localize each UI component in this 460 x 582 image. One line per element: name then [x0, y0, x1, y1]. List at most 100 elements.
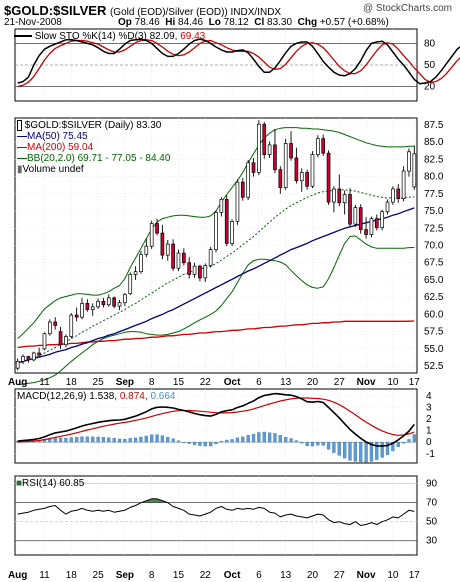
price-candle-body [326, 152, 331, 203]
price-y-tick: 82.5 [424, 154, 444, 165]
price-candle-body [364, 229, 368, 235]
rsi-y-tick: 50 [426, 517, 438, 528]
price-candle-body [294, 157, 299, 182]
volume-legend: ▮Volume undef [17, 164, 170, 175]
price-candle-body [128, 274, 133, 295]
stoch-y-tick: 50 [424, 60, 436, 71]
price-candle-body [305, 172, 309, 187]
rsi-y-tick: 30 [426, 536, 438, 547]
ma200-swatch [17, 147, 27, 148]
low-label: Lo [208, 17, 221, 28]
bottom-x-tick-label: 25 [93, 570, 105, 581]
rsi-line [17, 498, 415, 526]
macd-histogram-bar [332, 442, 336, 453]
macd-histogram-bar [58, 437, 63, 443]
price-x-tick-label: 11 [39, 377, 50, 388]
macd-legend-label: MACD(12,26,9) [17, 391, 87, 402]
price-candle-body [198, 265, 202, 279]
macd-y-tick: 2 [426, 414, 432, 425]
price-x-tick-label: 25 [93, 377, 105, 388]
price-candle-body [90, 306, 95, 310]
macd-histogram-bar [294, 440, 299, 443]
macd-histogram-bar [241, 436, 245, 443]
price-candle-body [358, 207, 363, 230]
brand-watermark[interactable]: @ StockCharts.com [362, 3, 452, 14]
bottom-x-tick-label: 10 [387, 570, 399, 581]
price-x-tick-label: 8 [149, 377, 155, 388]
macd-histogram-bar [187, 442, 191, 444]
stoch-legend-d: 69.43 [180, 31, 206, 42]
macd-histogram-bar [337, 442, 341, 456]
price-legend-title-text: $GOLD:$SILVER (Daily) 83.30 [24, 120, 162, 132]
price-candle-body [278, 169, 283, 188]
price-candle-body [106, 297, 111, 306]
macd-histogram-bar [112, 438, 116, 443]
symbol-title: $GOLD:$SILVER [4, 3, 107, 18]
macd-histogram-bar [75, 437, 79, 443]
ma50-swatch [17, 136, 27, 137]
bottom-x-tick-label: 27 [334, 570, 346, 581]
macd-histogram-bar [251, 434, 256, 443]
price-x-tick-label: 10 [387, 377, 399, 388]
price-candle-body [139, 254, 143, 273]
volume-icon: ▮ [17, 164, 23, 176]
price-y-tick: 67.5 [424, 258, 444, 269]
bottom-x-tick-label: 18 [66, 570, 78, 581]
price-candle-body [353, 207, 358, 225]
price-x-tick-label: Aug [8, 377, 27, 388]
high-value: 84.46 [178, 17, 204, 28]
price-candle-body [273, 144, 277, 171]
macd-histogram-bar [412, 434, 416, 443]
price-candle-body [15, 360, 20, 369]
price-candle-body [53, 321, 58, 326]
stoch-y-tick: 80 [424, 38, 436, 49]
price-candle-body [332, 188, 336, 203]
price-candle-body [374, 218, 379, 228]
macd-histogram-bar [321, 442, 325, 446]
stoch-d-line [17, 39, 460, 88]
macd-histogram-bar [96, 436, 100, 443]
macd-histogram-bar [289, 438, 293, 443]
macd-histogram-bar [262, 431, 266, 443]
stoch-legend-k: Slow STO %K(14) %D(3) 82.09, [34, 31, 178, 42]
price-candle-body [69, 314, 74, 337]
price-y-tick: 70.0 [424, 241, 444, 252]
price-candle-body [144, 245, 149, 255]
macd-histogram-bar [133, 437, 138, 443]
macd-histogram-bar [176, 440, 181, 443]
close-label: Cl [254, 17, 265, 28]
stoch-k-swatch [14, 35, 32, 38]
bb-swatch [17, 158, 27, 159]
macd-y-tick: -1 [426, 449, 435, 460]
price-x-tick-label: Nov [357, 377, 376, 388]
rsi-fill-icon: ■ [16, 478, 23, 489]
macd-histogram-bar [198, 442, 202, 446]
price-candle-body [176, 252, 181, 269]
price-y-tick: 55.0 [424, 344, 444, 355]
macd-y-tick: 1 [426, 426, 432, 437]
price-candle-body [246, 162, 250, 198]
price-x-tick-label: Oct [224, 377, 241, 388]
price-candle-body [155, 223, 159, 234]
price-candle-body [214, 212, 218, 250]
ma50-legend-text: MA(50) 75.45 [27, 131, 88, 143]
bottom-x-tick-label: 22 [200, 570, 212, 581]
macd-histogram-bar [278, 435, 282, 443]
price-candle-body [123, 294, 127, 304]
bottom-x-tick-label: 17 [409, 570, 421, 581]
macd-histogram-bar [139, 436, 143, 443]
price-candle-body [219, 198, 224, 213]
macd-histogram-bar [300, 442, 304, 444]
macd-histogram-bar [155, 434, 159, 443]
price-x-tick-label: 22 [200, 377, 212, 388]
ma200-legend-text: MA(200) 59.04 [27, 142, 94, 154]
price-candle-body [42, 333, 47, 350]
high-label: Hi [165, 17, 176, 28]
price-candle-body [117, 302, 122, 307]
price-y-tick: 52.5 [424, 361, 444, 372]
change-value: +0.57 (+0.68%) [319, 17, 389, 28]
rsi-panel-frame [14, 475, 418, 556]
macd-histogram-bar [353, 442, 357, 462]
price-y-tick: 65.0 [424, 275, 444, 286]
change-label: Chg [297, 17, 318, 28]
